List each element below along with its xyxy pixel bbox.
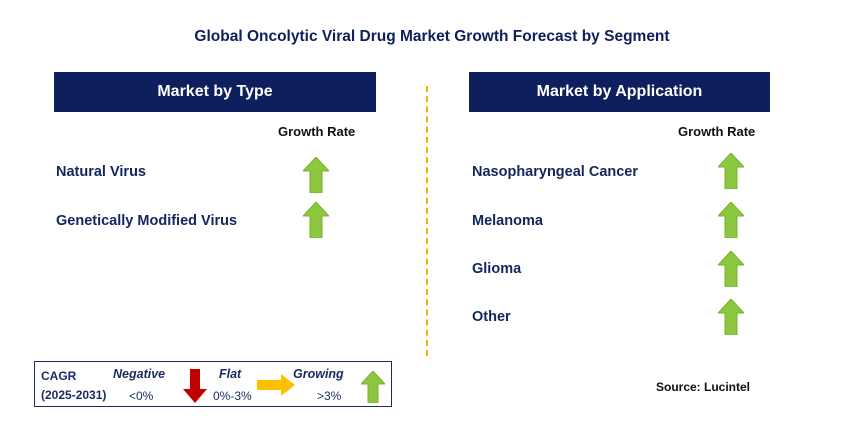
growing-arrow-icon xyxy=(718,153,744,189)
type-growth-rate-label: Growth Rate xyxy=(278,124,356,139)
source-label: Source: Lucintel xyxy=(656,380,751,394)
legend-growing-label: Growing xyxy=(293,367,344,381)
market-by-application-header: Market by Application xyxy=(469,72,770,112)
market-by-type-header: Market by Type xyxy=(54,72,376,112)
growing-arrow-icon xyxy=(718,299,744,335)
flat-arrow-icon xyxy=(257,374,295,396)
growing-arrow-icon xyxy=(361,371,385,403)
application-item-melanoma: Melanoma xyxy=(472,213,543,229)
legend-period-label: (2025-2031) xyxy=(41,388,107,402)
legend-flat-range: 0%-3% xyxy=(213,389,252,403)
legend-negative-label: Negative xyxy=(113,367,166,381)
legend-negative-range: <0% xyxy=(129,389,154,403)
application-item-nasopharyngeal-cancer: Nasopharyngeal Cancer xyxy=(472,164,639,180)
growing-arrow-icon xyxy=(303,157,329,193)
panel-divider xyxy=(426,86,428,356)
negative-arrow-icon xyxy=(183,369,207,403)
legend-growing-range: >3% xyxy=(317,389,342,403)
type-item-natural-virus: Natural Virus xyxy=(56,164,146,180)
application-growth-rate-label: Growth Rate xyxy=(678,124,756,139)
cagr-legend: CAGR (2025-2031) Negative <0% Flat 0%-3%… xyxy=(34,361,392,407)
legend-cagr-label: CAGR xyxy=(41,369,77,383)
growing-arrow-icon xyxy=(303,202,329,238)
growing-arrow-icon xyxy=(718,202,744,238)
chart-title: Global Oncolytic Viral Drug Market Growt… xyxy=(194,28,670,45)
application-item-other: Other xyxy=(472,309,511,325)
legend-flat-label: Flat xyxy=(219,367,242,381)
type-item-genetically-modified-virus: Genetically Modified Virus xyxy=(56,213,238,229)
growing-arrow-icon xyxy=(718,251,744,287)
application-item-glioma: Glioma xyxy=(472,261,522,277)
